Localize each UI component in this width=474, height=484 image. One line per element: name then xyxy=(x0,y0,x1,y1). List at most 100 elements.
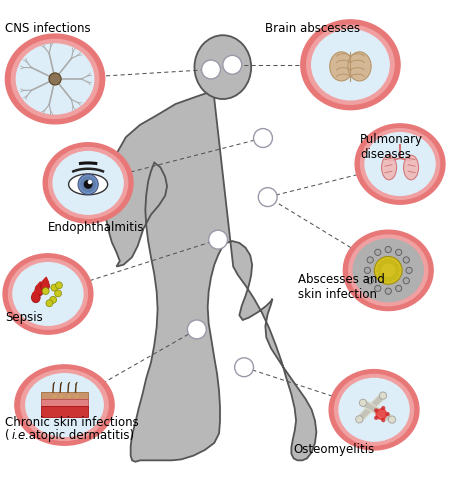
Polygon shape xyxy=(106,91,317,462)
Ellipse shape xyxy=(68,395,71,397)
Ellipse shape xyxy=(13,263,83,325)
Ellipse shape xyxy=(301,20,400,110)
Polygon shape xyxy=(32,289,39,294)
Circle shape xyxy=(368,258,372,262)
Circle shape xyxy=(389,278,392,281)
Circle shape xyxy=(384,278,388,281)
Circle shape xyxy=(397,251,401,254)
Circle shape xyxy=(258,188,277,207)
Text: Sepsis: Sepsis xyxy=(5,311,43,323)
Circle shape xyxy=(376,287,380,290)
Polygon shape xyxy=(36,282,43,287)
Ellipse shape xyxy=(330,52,353,81)
Circle shape xyxy=(374,257,402,284)
Circle shape xyxy=(364,267,371,273)
Ellipse shape xyxy=(49,148,128,218)
Text: Pulmonary
diseases: Pulmonary diseases xyxy=(360,133,423,161)
Circle shape xyxy=(382,407,385,409)
Circle shape xyxy=(374,416,378,419)
Circle shape xyxy=(389,259,392,263)
Ellipse shape xyxy=(61,395,63,397)
Ellipse shape xyxy=(382,155,397,180)
Ellipse shape xyxy=(35,285,44,296)
Circle shape xyxy=(374,249,381,256)
Circle shape xyxy=(365,269,369,272)
Circle shape xyxy=(187,320,206,339)
Text: Endophthalmitis: Endophthalmitis xyxy=(48,221,145,234)
Circle shape xyxy=(46,300,53,307)
Ellipse shape xyxy=(41,281,49,291)
Circle shape xyxy=(395,272,398,276)
Circle shape xyxy=(395,285,402,291)
Circle shape xyxy=(379,392,387,399)
Ellipse shape xyxy=(76,395,78,397)
Ellipse shape xyxy=(348,52,371,81)
Circle shape xyxy=(209,230,228,249)
Circle shape xyxy=(406,267,412,273)
Circle shape xyxy=(89,181,91,183)
Polygon shape xyxy=(41,407,88,417)
Text: Osteomyelitis: Osteomyelitis xyxy=(294,443,375,456)
Ellipse shape xyxy=(312,30,389,100)
Text: atopic dermatitis): atopic dermatitis) xyxy=(25,429,135,442)
Text: Abscesses and
skin infection: Abscesses and skin infection xyxy=(299,272,385,301)
Ellipse shape xyxy=(329,370,419,450)
Circle shape xyxy=(397,287,401,290)
Circle shape xyxy=(403,278,410,284)
Ellipse shape xyxy=(43,143,133,223)
Circle shape xyxy=(368,279,372,283)
Circle shape xyxy=(386,248,390,251)
Ellipse shape xyxy=(11,39,99,119)
Ellipse shape xyxy=(339,378,409,441)
Circle shape xyxy=(404,279,408,283)
Text: CNS infections: CNS infections xyxy=(5,22,91,35)
Circle shape xyxy=(407,269,411,272)
Text: (: ( xyxy=(5,429,10,442)
Text: Chronic skin infections: Chronic skin infections xyxy=(5,416,139,429)
Ellipse shape xyxy=(353,239,423,302)
Circle shape xyxy=(404,258,408,262)
Ellipse shape xyxy=(21,370,108,440)
Ellipse shape xyxy=(361,129,439,199)
Text: Brain abscesses: Brain abscesses xyxy=(265,22,361,35)
Text: i.e.: i.e. xyxy=(11,429,29,442)
Circle shape xyxy=(49,73,61,85)
Circle shape xyxy=(378,265,382,268)
Circle shape xyxy=(388,416,396,423)
Ellipse shape xyxy=(9,258,88,329)
Circle shape xyxy=(84,181,92,188)
Circle shape xyxy=(81,177,95,192)
Ellipse shape xyxy=(365,133,435,196)
Ellipse shape xyxy=(194,35,251,99)
Circle shape xyxy=(376,251,380,254)
Ellipse shape xyxy=(335,375,414,445)
Circle shape xyxy=(392,261,396,265)
Circle shape xyxy=(50,296,56,303)
Ellipse shape xyxy=(16,44,94,114)
Circle shape xyxy=(42,287,49,295)
Circle shape xyxy=(201,60,220,79)
Circle shape xyxy=(386,289,390,293)
Circle shape xyxy=(374,409,378,412)
Circle shape xyxy=(395,265,398,268)
Circle shape xyxy=(377,269,381,272)
Circle shape xyxy=(359,399,366,407)
Ellipse shape xyxy=(403,155,419,180)
Ellipse shape xyxy=(53,151,123,214)
Circle shape xyxy=(254,129,273,148)
Circle shape xyxy=(367,257,374,263)
Polygon shape xyxy=(42,277,48,283)
Circle shape xyxy=(376,409,386,419)
Circle shape xyxy=(367,278,374,284)
Circle shape xyxy=(385,246,392,253)
Circle shape xyxy=(378,272,382,276)
Circle shape xyxy=(392,276,396,279)
Circle shape xyxy=(55,282,63,289)
Circle shape xyxy=(382,419,385,422)
Ellipse shape xyxy=(53,395,55,397)
Ellipse shape xyxy=(355,124,445,204)
Ellipse shape xyxy=(343,230,433,311)
Ellipse shape xyxy=(15,365,114,445)
Circle shape xyxy=(396,269,399,272)
Ellipse shape xyxy=(26,374,103,437)
